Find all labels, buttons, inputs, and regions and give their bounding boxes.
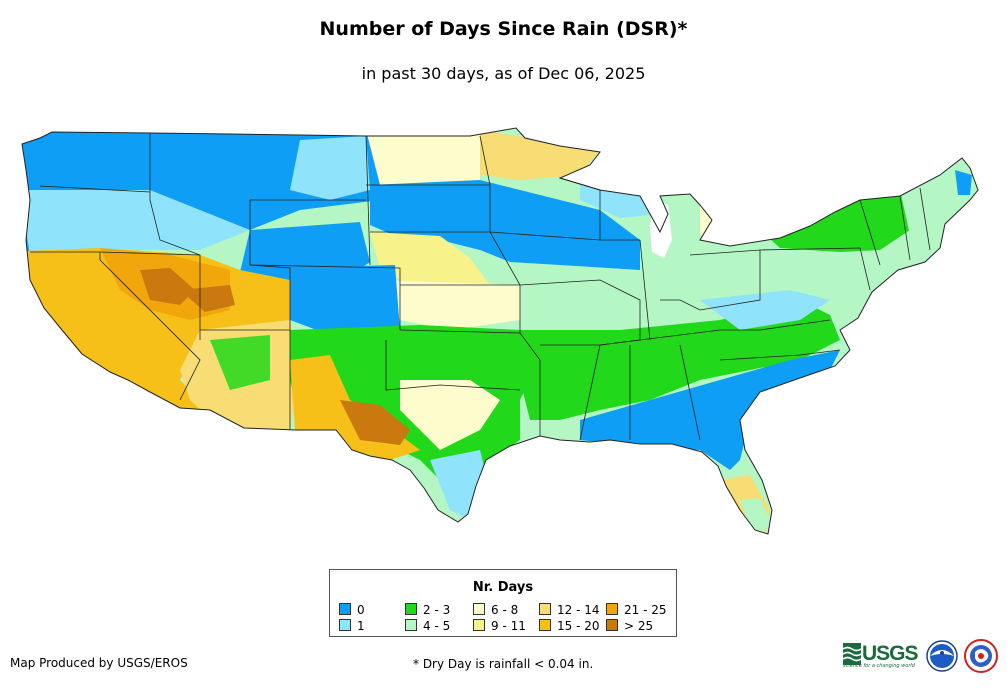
legend-swatch (473, 603, 485, 615)
region-utah->25 (180, 285, 235, 312)
noaa-logo (926, 640, 958, 672)
legend-swatch (539, 619, 551, 631)
legend-label: 4 - 5 (423, 619, 451, 633)
region-arizona-2-3 (210, 335, 270, 390)
dry-day-footnote: * Dry Day is rainfall < 0.04 in. (413, 657, 594, 671)
region-virginia-1 (700, 290, 830, 330)
map-credit: Map Produced by USGS/EROS (10, 656, 188, 670)
legend: Nr. Days 0 1 2 - 3 4 - 5 6 - 8 9 - 11 12… (329, 569, 677, 637)
legend-label: 12 - 14 (557, 603, 600, 617)
legend-item-2-3: 2 - 3 (405, 603, 450, 617)
region-montana-1 (290, 136, 370, 200)
region-new-england-4-5 (900, 158, 978, 240)
region-texas-central-6-8 (400, 380, 500, 450)
legend-label: 21 - 25 (624, 603, 667, 617)
region-southeast-0 (580, 350, 840, 470)
legend-swatch (405, 619, 417, 631)
legend-item-9-11: 9 - 11 (473, 619, 526, 633)
legend-label: 2 - 3 (423, 603, 451, 617)
legend-item-0: 0 (339, 603, 365, 617)
legend-swatch (539, 603, 551, 615)
legend-swatch (606, 603, 618, 615)
legend-swatch (405, 603, 417, 615)
region-kansas-6-8 (380, 280, 520, 330)
legend-item-gt-25: > 25 (606, 619, 653, 633)
map-subtitle: in past 30 days, as of Dec 06, 2025 (361, 64, 646, 83)
usgs-wordmark: USGS (862, 642, 919, 665)
legend-item-21-25: 21 - 25 (606, 603, 667, 617)
legend-swatch (339, 619, 351, 631)
legend-item-6-8: 6 - 8 (473, 603, 518, 617)
region-florida-south-4-5 (740, 498, 770, 534)
legend-label: 1 (357, 619, 365, 633)
legend-label: > 25 (624, 619, 654, 633)
legend-swatch (606, 619, 618, 631)
map-title: Number of Days Since Rain (DSR)* (319, 18, 688, 40)
legend-item-15-20: 15 - 20 (539, 619, 600, 633)
state-boundaries (30, 133, 931, 441)
legend-item-4-5: 4 - 5 (405, 619, 450, 633)
nws-logo (964, 639, 998, 673)
legend-swatch (339, 603, 351, 615)
us-outline (21, 127, 979, 535)
legend-item-12-14: 12 - 14 (539, 603, 600, 617)
region-midwest-0 (370, 180, 640, 270)
usgs-wave-icon (843, 643, 861, 665)
legend-label: 9 - 11 (491, 619, 526, 633)
legend-item-1: 1 (339, 619, 365, 633)
legend-label: 0 (357, 603, 365, 617)
region-maine-0 (955, 170, 972, 195)
legend-swatch (473, 619, 485, 631)
legend-title: Nr. Days (472, 580, 534, 595)
region-pennsylvania-ny-2-3 (760, 190, 910, 252)
region-texas-west->25 (340, 400, 410, 445)
region-nevada->25 (140, 268, 195, 305)
legend-label: 6 - 8 (491, 603, 519, 617)
region-colorado-0 (290, 265, 400, 335)
region-mn-north-12-14 (480, 130, 600, 180)
usgs-logo: USGS science for a changing world (843, 642, 919, 669)
map-regions (22, 128, 978, 534)
legend-label: 15 - 20 (557, 619, 600, 633)
region-oregon-1 (22, 190, 250, 256)
usgs-tagline: science for a changing world (843, 663, 915, 669)
